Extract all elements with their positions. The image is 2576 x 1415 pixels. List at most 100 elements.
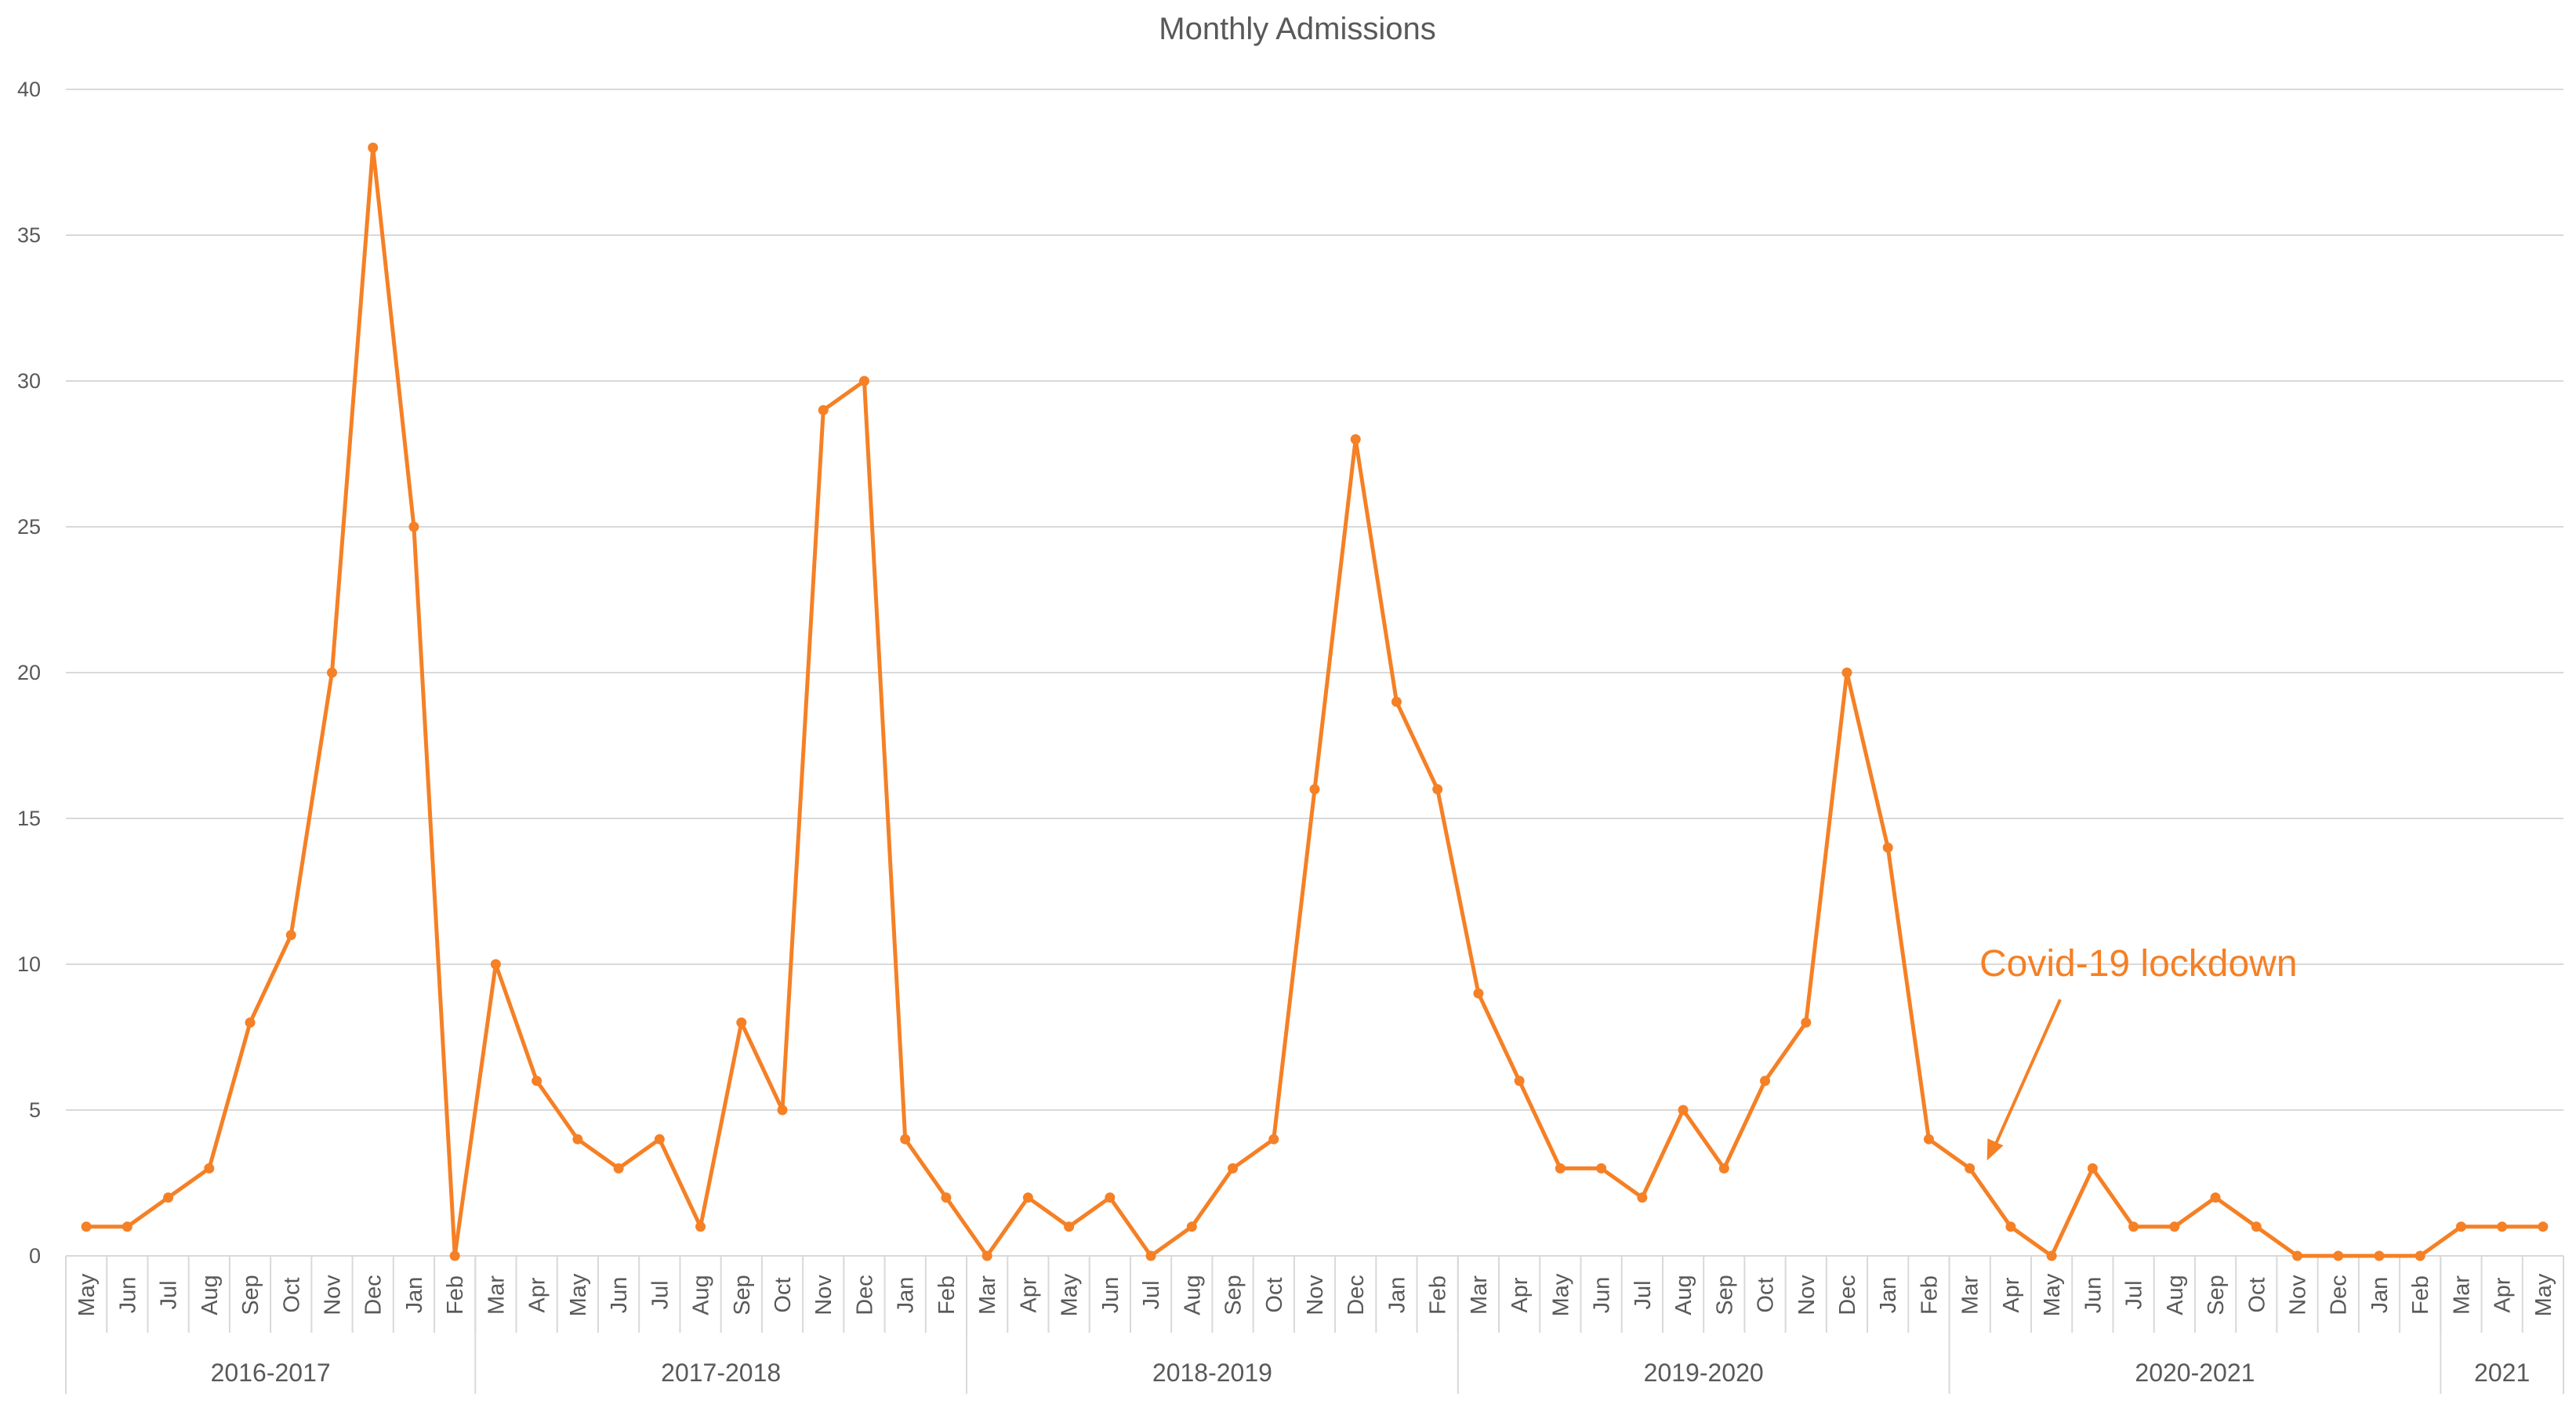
data-point <box>2374 1250 2385 1261</box>
data-point <box>245 1017 256 1028</box>
x-tick-label: Aug <box>198 1275 223 1315</box>
series-line <box>86 145 2543 1258</box>
annotation-covid-lockdown: Covid-19 lockdown <box>1979 943 2298 1161</box>
data-point <box>736 1017 747 1028</box>
x-tick-label: Jul <box>1139 1280 1164 1309</box>
data-point <box>285 930 296 941</box>
x-tick-label: Dec <box>852 1275 877 1315</box>
x-tick-label: Aug <box>689 1275 714 1315</box>
y-tick-label: 10 <box>17 952 41 976</box>
x-tick-label: Jun <box>115 1277 140 1314</box>
x-tick-label: Nov <box>2286 1275 2311 1315</box>
data-point <box>695 1221 706 1232</box>
x-tick-label: Jul <box>157 1280 182 1309</box>
x-tick-label: Sep <box>238 1275 263 1315</box>
x-tick-label: Mar <box>2449 1275 2474 1315</box>
x-tick-label: May <box>1548 1273 1573 1316</box>
data-point <box>490 959 501 970</box>
x-group-label: 2018-2019 <box>1152 1359 1272 1387</box>
data-point <box>1760 1076 1771 1087</box>
data-point <box>1514 1076 1525 1087</box>
data-point <box>204 1163 215 1174</box>
x-tick-label: May <box>566 1273 591 1316</box>
x-axis: May Jun Jul Aug Sep Oct Nov Dec Jan Feb Mar Apr May J… <box>65 1255 2564 1394</box>
x-group-label: 2020-2021 <box>2135 1359 2255 1387</box>
x-group-label: 2019-2020 <box>1644 1359 1764 1387</box>
x-tick-label: Jan <box>2367 1277 2393 1314</box>
data-point <box>2538 1221 2549 1232</box>
data-point <box>1064 1221 1075 1232</box>
x-tick-label: Oct <box>771 1277 796 1312</box>
x-tick-label: Jun <box>1098 1277 1123 1314</box>
annotation-arrow-shaft <box>1991 999 2062 1151</box>
data-point <box>163 1192 174 1203</box>
data-point <box>368 142 379 153</box>
data-point <box>777 1105 788 1116</box>
data-point <box>1718 1163 1729 1174</box>
data-point <box>858 376 869 386</box>
y-tick-label: 25 <box>17 515 41 539</box>
x-tick-label: May <box>1058 1273 1083 1316</box>
data-point <box>1350 434 1361 444</box>
data-point <box>2497 1221 2508 1232</box>
x-tick-label: Oct <box>2244 1277 2269 1312</box>
x-tick-label: Oct <box>1754 1277 1779 1312</box>
x-tick-label: May <box>2040 1273 2065 1316</box>
y-tick-label: 20 <box>17 661 41 684</box>
x-tick-label: Sep <box>1712 1275 1737 1315</box>
data-point <box>1228 1163 1239 1174</box>
data-point <box>2415 1250 2425 1261</box>
y-tick-label: 30 <box>17 369 41 393</box>
x-tick-label: Apr <box>2491 1277 2516 1312</box>
x-tick-label: Aug <box>2163 1275 2188 1315</box>
x-group-label: 2017-2018 <box>661 1359 781 1387</box>
data-point <box>449 1250 460 1261</box>
x-tick-label: Nov <box>1794 1275 1820 1315</box>
x-tick-label: Sep <box>730 1275 755 1315</box>
y-tick-label: 0 <box>29 1244 41 1268</box>
x-tick-label: Mar <box>484 1275 509 1315</box>
data-point <box>1268 1134 1279 1145</box>
x-tick-label: Jun <box>1590 1277 1615 1314</box>
data-point <box>1596 1163 1607 1174</box>
chart-title: Monthly Admissions <box>1159 12 1435 46</box>
data-point <box>941 1192 952 1203</box>
y-tick-label: 15 <box>17 807 41 830</box>
data-point <box>2128 1221 2139 1232</box>
data-point <box>1186 1221 1197 1232</box>
x-tick-label: Nov <box>320 1275 345 1315</box>
data-point <box>900 1134 911 1145</box>
data-point <box>408 521 419 532</box>
data-point <box>2005 1221 2016 1232</box>
x-tick-label: Feb <box>1426 1275 1451 1315</box>
x-tick-label: Aug <box>1180 1275 1205 1315</box>
data-point <box>2292 1250 2303 1261</box>
data-point <box>1391 696 1402 707</box>
x-tick-label: Sep <box>1221 1275 1246 1315</box>
data-point <box>532 1076 542 1087</box>
data-point <box>1105 1192 1116 1203</box>
series-admissions <box>81 142 2549 1261</box>
x-tick-label: Feb <box>934 1275 960 1315</box>
gridlines <box>66 89 2563 1257</box>
data-point <box>2087 1163 2098 1174</box>
data-point <box>572 1134 583 1145</box>
x-tick-label: Apr <box>1999 1277 2024 1312</box>
data-point <box>1473 988 1484 999</box>
x-tick-label: Nov <box>1303 1275 1328 1315</box>
x-tick-label: Jan <box>402 1277 427 1314</box>
data-point <box>1145 1250 1156 1261</box>
x-tick-label: Dec <box>2327 1275 2352 1315</box>
x-tick-label: Apr <box>525 1277 550 1312</box>
x-tick-label: Jul <box>2122 1280 2147 1309</box>
x-tick-label: Oct <box>279 1277 304 1312</box>
x-tick-label: Jan <box>894 1277 919 1314</box>
data-point <box>654 1134 665 1145</box>
x-group-label: 2016-2017 <box>211 1359 331 1387</box>
x-tick-label: Dec <box>1835 1275 1860 1315</box>
data-point <box>2251 1221 2262 1232</box>
data-point <box>1432 784 1443 795</box>
x-tick-label: Mar <box>975 1275 1000 1315</box>
annotation-label: Covid-19 lockdown <box>1979 943 2298 985</box>
